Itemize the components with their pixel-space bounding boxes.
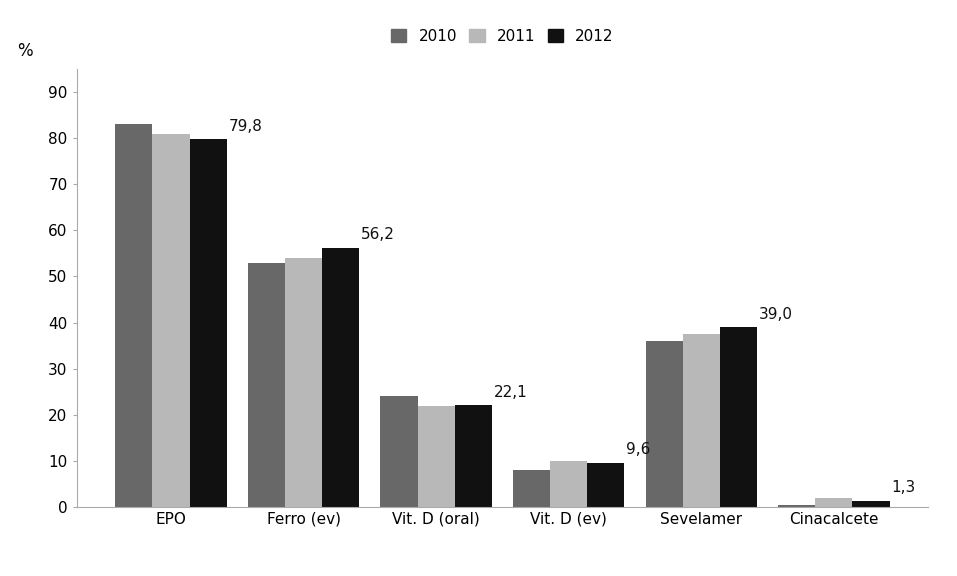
Text: 1,3: 1,3 xyxy=(891,480,916,495)
Bar xyxy=(189,139,227,507)
Bar xyxy=(550,461,588,507)
Text: 79,8: 79,8 xyxy=(229,119,262,134)
Bar xyxy=(588,463,624,507)
Bar xyxy=(115,124,152,507)
Text: 22,1: 22,1 xyxy=(494,385,527,400)
Bar xyxy=(323,248,359,507)
Bar xyxy=(455,405,492,507)
Bar xyxy=(815,498,853,507)
Bar xyxy=(381,396,417,507)
Text: %: % xyxy=(17,43,33,60)
Bar xyxy=(285,258,323,507)
Bar xyxy=(853,501,890,507)
Bar xyxy=(778,506,815,507)
Text: 56,2: 56,2 xyxy=(361,228,395,242)
Bar xyxy=(682,334,720,507)
Bar xyxy=(646,341,682,507)
Bar xyxy=(513,470,550,507)
Bar xyxy=(720,327,757,507)
Bar xyxy=(417,406,455,507)
Text: 39,0: 39,0 xyxy=(759,306,792,321)
Bar xyxy=(152,134,189,507)
Text: 9,6: 9,6 xyxy=(626,442,651,457)
Legend: 2010, 2011, 2012: 2010, 2011, 2012 xyxy=(387,24,618,48)
Bar xyxy=(248,263,285,507)
